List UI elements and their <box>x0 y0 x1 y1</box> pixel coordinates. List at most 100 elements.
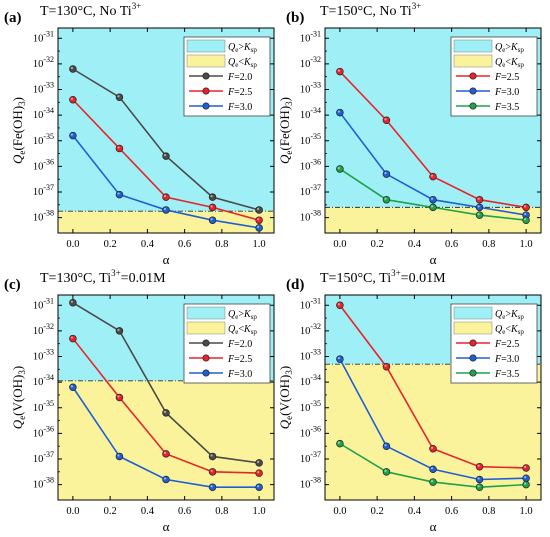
data-point-highlight <box>70 97 73 100</box>
data-point-highlight <box>257 470 260 474</box>
plot-frame <box>57 294 275 501</box>
legend-region-label: Qe>Ksp <box>228 309 257 321</box>
y-tick-base: 10 <box>300 33 311 44</box>
data-point-highlight <box>117 454 120 457</box>
y-label-end: ) <box>10 97 25 101</box>
data-point <box>115 327 124 335</box>
y-tick-exp: -37 <box>43 450 54 459</box>
data-point <box>522 480 530 489</box>
legend-q-sub: e <box>502 328 505 336</box>
legend-series-marker <box>469 339 477 347</box>
legend-series-marker <box>469 72 477 80</box>
y-label-q: Q <box>10 419 25 429</box>
legend-series-marker <box>469 87 477 95</box>
legend-k: K <box>243 324 252 335</box>
y-tick-exp: -35 <box>43 132 54 141</box>
y-tick-exp: -36 <box>43 157 54 166</box>
panel-title-text: T=130°C, Ti <box>40 271 111 286</box>
legend-series-label: F=3.0 <box>494 354 519 365</box>
y-tick-base: 10 <box>33 110 44 121</box>
legend-series-var: F <box>494 354 502 365</box>
y-label-end: ) <box>277 366 292 370</box>
y-tick-label: 10-35 <box>300 399 321 414</box>
y-label-end: ) <box>277 97 292 101</box>
plot-frame <box>324 294 542 501</box>
panel-letter: (c) <box>4 277 21 293</box>
legend-swatch-region <box>453 321 493 335</box>
y-tick-base: 10 <box>300 377 311 388</box>
y-tick-label: 10-33 <box>33 81 54 96</box>
y-tick-base: 10 <box>300 352 311 363</box>
data-point-highlight <box>210 485 213 488</box>
data-point-highlight <box>384 364 387 367</box>
y-tick-base: 10 <box>300 161 311 172</box>
legend-series-label: F=2.0 <box>227 72 252 83</box>
x-tick-label: 0.6 <box>178 506 191 517</box>
legend-series-val: =2.5 <box>501 72 519 83</box>
legend-series-var: F <box>494 369 502 380</box>
y-label-rest: (Fe(OH) <box>277 106 292 151</box>
y-tick-base: 10 <box>33 300 44 311</box>
legend-series-marker <box>202 369 210 377</box>
region-below-ksp <box>325 207 541 233</box>
data-point-highlight <box>337 356 340 360</box>
x-axis-label: α <box>163 252 170 267</box>
y-tick-label: 10-32 <box>33 55 54 70</box>
data-point-highlight <box>337 303 340 306</box>
data-point-highlight <box>384 444 387 447</box>
y-tick-exp: -33 <box>43 348 54 357</box>
y-tick-base: 10 <box>33 403 44 414</box>
chart-panel-1: (a) T=130°C, No Ti3+10-3810-3710-3610-351… <box>4 1 275 267</box>
data-point <box>429 172 437 181</box>
y-tick-label: 10-38 <box>300 476 321 491</box>
plot-frame <box>57 27 275 234</box>
y-tick-label: 10-37 <box>300 183 321 198</box>
y-axis-label: Qe(V(OH)3) <box>277 366 294 429</box>
y-tick-exp: -38 <box>310 209 321 218</box>
legend-q: Q <box>495 42 503 53</box>
data-point <box>255 459 263 467</box>
data-point-highlight <box>477 212 480 216</box>
data-point <box>336 301 344 310</box>
data-point-highlight <box>117 395 120 398</box>
y-label-sub2: 3 <box>284 370 294 375</box>
legend-series-var: F <box>494 72 502 83</box>
y-tick-label: 10-38 <box>33 209 54 224</box>
data-point <box>115 190 124 199</box>
legend-series-var: F <box>227 72 235 83</box>
panel-title: T=150°C, No Ti3+ <box>320 1 421 19</box>
y-tick-base: 10 <box>33 428 44 439</box>
y-tick-exp: -37 <box>310 450 321 459</box>
x-tick-label: 0.0 <box>333 506 346 517</box>
legend-swatch-region <box>453 54 493 68</box>
legend-q: Q <box>495 309 503 320</box>
y-tick-label: 10-35 <box>33 132 54 147</box>
data-point-highlight <box>163 410 167 413</box>
legend-series-label: F=3.0 <box>494 87 519 98</box>
legend-op: < <box>238 57 244 68</box>
legend-series-label: F=3.0 <box>227 369 252 380</box>
panel-title: T=130°C, Ti3+=0.01M <box>40 268 166 286</box>
y-tick-base: 10 <box>300 480 311 491</box>
y-tick-label: 10-34 <box>33 106 54 121</box>
legend-series-var: F <box>494 87 502 98</box>
y-label-rest: (V(OH) <box>10 375 25 416</box>
data-point-highlight <box>337 441 340 444</box>
legend-k-sub: sp <box>518 46 525 54</box>
x-axis-label: α <box>430 252 437 267</box>
y-tick-label: 10-31 <box>300 296 321 311</box>
y-tick-exp: -31 <box>310 296 321 305</box>
legend-k: K <box>510 57 519 68</box>
data-point-highlight <box>337 110 340 113</box>
legend-series-marker <box>469 102 477 110</box>
x-tick-label: 0.0 <box>333 239 346 250</box>
y-tick-label: 10-33 <box>300 348 321 363</box>
legend-series-val: =3.0 <box>501 354 519 365</box>
y-tick-exp: -35 <box>310 399 321 408</box>
y-tick-label: 10-36 <box>300 424 321 439</box>
data-point <box>475 195 484 204</box>
y-tick-exp: -38 <box>310 476 321 485</box>
y-tick-label: 10-32 <box>300 55 321 70</box>
